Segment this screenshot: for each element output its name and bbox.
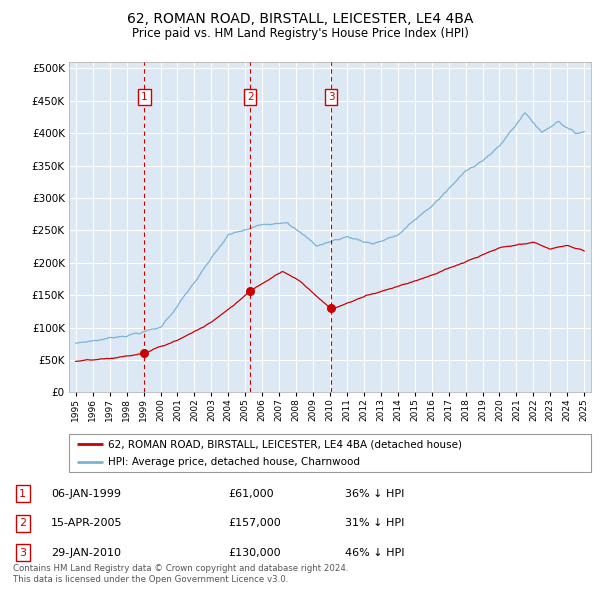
Text: 62, ROMAN ROAD, BIRSTALL, LEICESTER, LE4 4BA (detached house): 62, ROMAN ROAD, BIRSTALL, LEICESTER, LE4… <box>108 440 462 450</box>
Text: 2: 2 <box>19 519 26 528</box>
Text: 15-APR-2005: 15-APR-2005 <box>51 519 122 528</box>
Text: £157,000: £157,000 <box>228 519 281 528</box>
Text: 2: 2 <box>247 91 253 101</box>
Text: 1: 1 <box>19 489 26 499</box>
Text: 46% ↓ HPI: 46% ↓ HPI <box>345 548 404 558</box>
Text: 36% ↓ HPI: 36% ↓ HPI <box>345 489 404 499</box>
FancyBboxPatch shape <box>69 434 591 472</box>
Text: 29-JAN-2010: 29-JAN-2010 <box>51 548 121 558</box>
Text: Price paid vs. HM Land Registry's House Price Index (HPI): Price paid vs. HM Land Registry's House … <box>131 27 469 40</box>
Text: This data is licensed under the Open Government Licence v3.0.: This data is licensed under the Open Gov… <box>13 575 289 584</box>
Text: £61,000: £61,000 <box>228 489 274 499</box>
Text: Contains HM Land Registry data © Crown copyright and database right 2024.: Contains HM Land Registry data © Crown c… <box>13 565 349 573</box>
Text: 3: 3 <box>19 548 26 558</box>
Text: 3: 3 <box>328 91 334 101</box>
Text: 06-JAN-1999: 06-JAN-1999 <box>51 489 121 499</box>
Text: 1: 1 <box>141 91 148 101</box>
Text: HPI: Average price, detached house, Charnwood: HPI: Average price, detached house, Char… <box>108 457 360 467</box>
Text: 62, ROMAN ROAD, BIRSTALL, LEICESTER, LE4 4BA: 62, ROMAN ROAD, BIRSTALL, LEICESTER, LE4… <box>127 12 473 26</box>
Text: 31% ↓ HPI: 31% ↓ HPI <box>345 519 404 528</box>
Text: £130,000: £130,000 <box>228 548 281 558</box>
